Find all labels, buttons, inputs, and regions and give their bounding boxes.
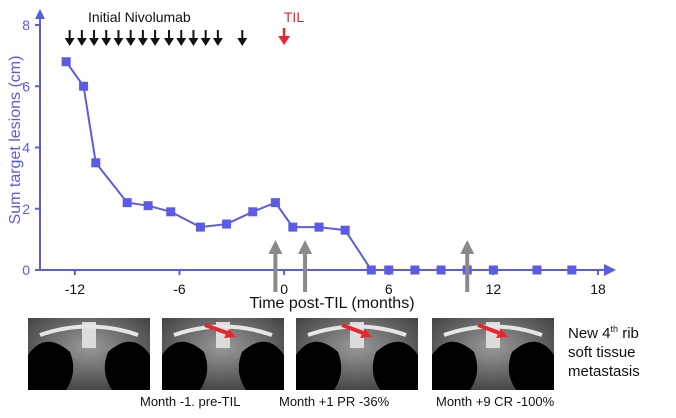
data-point: [488, 265, 498, 275]
dose-arrowhead-icon: [237, 38, 248, 46]
dose-arrowhead-icon: [113, 38, 124, 46]
data-point: [532, 265, 542, 275]
data-point: [384, 265, 394, 275]
dose-arrowhead-icon: [89, 38, 100, 46]
ct-image-1: [28, 318, 150, 390]
ct-image-2: [162, 318, 284, 390]
y-tick-label: 4: [22, 140, 30, 156]
data-point: [248, 207, 258, 217]
dose-arrowhead-icon: [101, 38, 112, 46]
dose-arrowhead-icon: [164, 38, 175, 46]
dose-arrowhead-icon: [188, 38, 199, 46]
data-point: [166, 207, 176, 217]
x-tick-label: 6: [385, 281, 393, 297]
dose-arrowhead-icon: [200, 38, 211, 46]
x-axis-arrow-icon: [604, 264, 616, 276]
red-arrow-icon: [204, 323, 231, 336]
dose-arrowhead-icon: [137, 38, 148, 46]
data-point: [270, 198, 280, 208]
x-axis-label: Time post-TIL (months): [249, 295, 414, 312]
caption-3: Month +9 CR -100%: [436, 394, 555, 409]
x-tick-label: -6: [173, 281, 186, 297]
note-line-2: soft tissue: [568, 344, 636, 361]
scan-arrowhead-icon: [268, 240, 283, 254]
x-tick-label: 0: [280, 281, 288, 297]
note-line-1: New 4th rib: [568, 324, 639, 342]
y-axis-label: Sum target lesions (cm): [7, 56, 24, 225]
red-arrow-icon: [477, 323, 503, 336]
data-point: [61, 57, 71, 67]
data-point: [222, 219, 232, 229]
dose-arrowhead-icon: [76, 38, 87, 46]
x-tick-label: -12: [65, 281, 85, 297]
til-label: TIL: [284, 9, 304, 25]
ct-image-3: [296, 318, 418, 390]
x-tick-label: 12: [486, 281, 502, 297]
dose-arrowhead-icon: [150, 38, 161, 46]
data-point: [366, 265, 376, 275]
scan-arrowhead-icon: [460, 240, 475, 254]
ct-image-4: [432, 318, 554, 390]
caption-2: Month +1 PR -36%: [279, 394, 390, 409]
y-tick-label: 2: [22, 201, 30, 217]
image-note: New 4th rib soft tissue metastasis: [568, 320, 640, 381]
data-point: [195, 222, 205, 232]
data-point: [340, 225, 350, 235]
y-tick-label: 6: [22, 78, 30, 94]
data-point: [122, 198, 132, 208]
series-line: [65, 61, 572, 271]
data-point: [436, 265, 446, 275]
red-arrow-icon: [341, 323, 367, 336]
dose-arrowhead-icon: [125, 38, 136, 46]
data-point: [79, 81, 89, 91]
caption-1: Month -1. pre-TIL: [140, 394, 241, 409]
x-tick-label: 18: [590, 281, 606, 297]
dose-arrowhead-icon: [64, 38, 75, 46]
data-point: [288, 222, 298, 232]
y-axis-arrow-icon: [35, 9, 45, 19]
nivolumab-label: Initial Nivolumab: [88, 9, 191, 25]
data-point: [567, 265, 577, 275]
dose-arrowhead-icon: [212, 38, 223, 46]
data-point: [410, 265, 420, 275]
til-arrowhead-icon: [278, 36, 291, 45]
y-tick-label: 0: [22, 262, 30, 278]
data-point: [143, 201, 153, 211]
dose-arrowhead-icon: [176, 38, 187, 46]
scan-arrowhead-icon: [298, 240, 313, 254]
data-point: [91, 158, 101, 168]
note-line-3: metastasis: [568, 363, 640, 380]
y-tick-label: 8: [22, 17, 30, 33]
data-point: [314, 222, 324, 232]
